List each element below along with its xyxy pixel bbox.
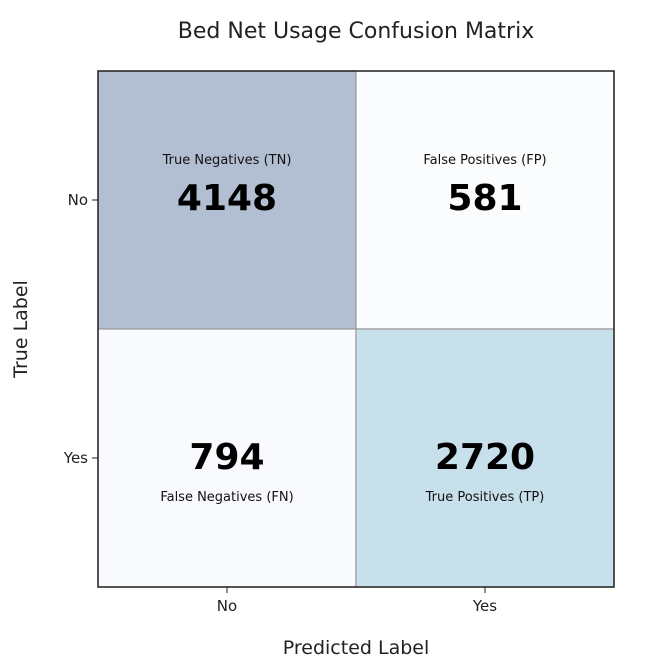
y-tick-label: Yes	[63, 449, 88, 467]
matrix-cell	[355, 328, 615, 588]
cell-label: False Negatives (FN)	[160, 490, 293, 505]
matrix-cell	[97, 70, 357, 330]
x-tick-label: Yes	[472, 597, 497, 615]
chart-title: Bed Net Usage Confusion Matrix	[178, 19, 534, 44]
axis-ticks: No Yes No Yes	[63, 191, 498, 615]
matrix-cell	[355, 70, 615, 330]
cell-value: 2720	[435, 437, 535, 478]
x-axis-title: Predicted Label	[283, 637, 430, 657]
cell-value: 4148	[177, 178, 277, 219]
plot-border	[97, 70, 615, 588]
y-axis-title: True Label	[10, 280, 32, 379]
x-tick-label: No	[217, 597, 237, 615]
cell-label: False Positives (FP)	[423, 153, 546, 168]
cell-label: True Positives (TP)	[425, 490, 545, 505]
matrix-cell	[97, 328, 357, 588]
cell-value: 581	[447, 178, 522, 219]
y-tick-label: No	[68, 191, 88, 209]
cell-value: 794	[189, 437, 264, 478]
cell-label: True Negatives (TN)	[162, 153, 292, 168]
matrix-cells: True Negatives (TN) 4148 False Positives (…	[97, 70, 615, 588]
